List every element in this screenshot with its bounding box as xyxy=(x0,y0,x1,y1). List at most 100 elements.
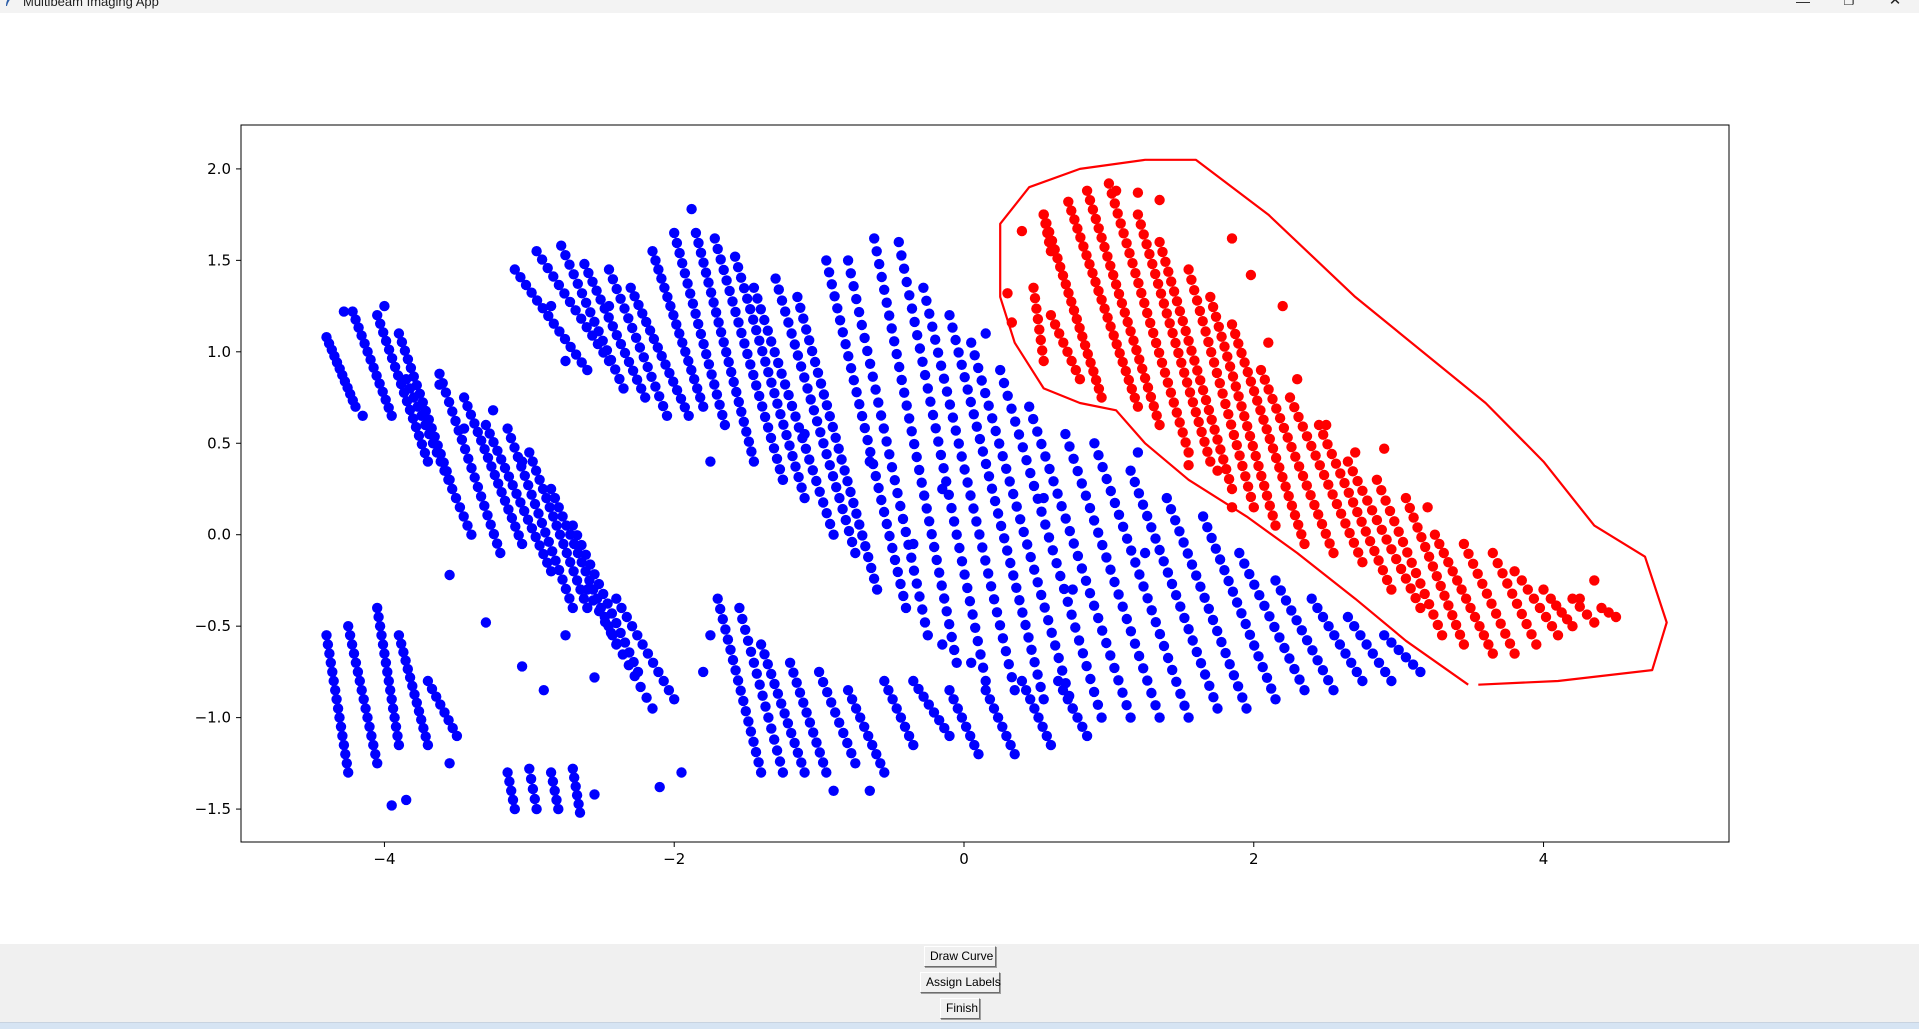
data-point-blue xyxy=(382,666,393,678)
data-point-blue xyxy=(935,449,947,461)
data-point-blue xyxy=(496,487,507,498)
data-point-blue xyxy=(908,565,920,576)
data-point-blue xyxy=(582,584,593,595)
data-point-blue xyxy=(1183,712,1194,723)
data-point-blue xyxy=(1113,675,1124,686)
data-point-blue xyxy=(776,295,788,306)
data-point-blue xyxy=(956,451,967,462)
data-point-blue xyxy=(595,294,606,305)
maximize-button[interactable]: ❐ xyxy=(1843,0,1855,8)
data-point-blue xyxy=(1197,511,1209,522)
data-point-blue xyxy=(871,749,882,760)
data-point-blue xyxy=(1002,545,1013,556)
data-point-blue xyxy=(925,396,936,407)
data-point-blue xyxy=(543,536,554,547)
data-point-red xyxy=(1127,258,1138,269)
data-point-blue xyxy=(472,481,484,493)
data-point-blue xyxy=(386,353,398,364)
data-point-blue xyxy=(553,564,565,576)
data-point-blue xyxy=(1212,625,1223,637)
data-point-blue xyxy=(812,367,824,378)
data-point-red xyxy=(1256,470,1267,482)
data-point-blue xyxy=(821,508,832,519)
data-point-blue xyxy=(842,737,853,749)
data-point-blue xyxy=(581,322,592,333)
data-point-blue xyxy=(1286,605,1297,616)
data-point-blue xyxy=(484,428,495,439)
data-point-blue xyxy=(962,582,973,594)
data-point-red xyxy=(1130,268,1141,279)
data-point-blue xyxy=(932,347,944,358)
data-point-blue xyxy=(356,330,367,341)
data-point-blue xyxy=(1028,480,1040,492)
data-point-blue xyxy=(947,322,958,333)
data-point-blue xyxy=(946,502,957,514)
data-point-red xyxy=(1299,538,1310,550)
data-point-blue xyxy=(738,416,749,427)
data-point-blue xyxy=(729,251,741,262)
data-point-red xyxy=(1131,344,1142,356)
data-point-blue xyxy=(830,707,841,718)
assign-labels-button[interactable]: Assign Labels xyxy=(920,972,1001,993)
data-point-red xyxy=(1134,354,1145,365)
finish-button[interactable]: Finish xyxy=(940,998,980,1019)
data-point-blue xyxy=(983,471,995,482)
data-point-blue xyxy=(1020,619,1031,631)
data-point-red xyxy=(1373,555,1384,566)
data-point-blue xyxy=(1025,551,1036,563)
data-point-blue xyxy=(447,406,458,417)
data-point-blue xyxy=(721,275,732,286)
data-point-blue xyxy=(895,712,907,723)
data-point-blue xyxy=(751,668,762,679)
data-point-blue xyxy=(354,675,365,687)
data-point-blue xyxy=(827,471,839,482)
data-point-blue xyxy=(1097,461,1108,473)
data-point-blue xyxy=(679,268,691,279)
data-point-blue xyxy=(873,397,884,408)
data-point-blue xyxy=(799,428,810,440)
draw-curve-button[interactable]: Draw Curve xyxy=(924,946,996,967)
data-point-red xyxy=(1203,404,1215,416)
data-point-red xyxy=(1497,568,1508,579)
data-point-blue xyxy=(956,556,968,567)
data-point-blue xyxy=(840,339,851,350)
data-point-blue xyxy=(975,649,986,660)
data-point-blue xyxy=(509,442,520,453)
data-point-red xyxy=(1423,551,1435,562)
data-point-blue xyxy=(938,463,949,474)
data-point-blue xyxy=(886,323,897,334)
data-point-blue xyxy=(444,569,455,581)
data-point-red xyxy=(1239,411,1250,422)
data-point-blue xyxy=(611,638,623,649)
minimize-button[interactable]: — xyxy=(1796,0,1810,9)
data-point-blue xyxy=(1244,568,1255,580)
data-point-red xyxy=(1078,241,1089,252)
data-point-blue xyxy=(560,355,571,367)
data-point-blue xyxy=(1349,621,1360,632)
data-point-red xyxy=(1432,619,1444,631)
data-point-blue xyxy=(447,722,458,734)
data-point-red xyxy=(1277,300,1288,312)
y-tick-label: 1.5 xyxy=(207,251,231,269)
close-button[interactable]: ✕ xyxy=(1888,0,1902,9)
data-point-blue xyxy=(1067,703,1078,714)
data-point-blue xyxy=(375,318,386,329)
data-point-blue xyxy=(1070,622,1081,633)
data-point-blue xyxy=(871,584,883,595)
data-point-blue xyxy=(714,399,725,410)
data-point-blue xyxy=(1055,570,1066,582)
data-point-blue xyxy=(1195,581,1206,592)
data-point-blue xyxy=(991,607,1003,618)
data-point-blue xyxy=(848,375,859,386)
data-point-blue xyxy=(557,574,568,585)
data-point-blue xyxy=(1166,578,1178,590)
scatter-plot[interactable]: −4 −2 0 2 4−1.5−1.0−0.50.00.51.01.52.0 xyxy=(0,13,1919,943)
data-point-blue xyxy=(722,634,734,645)
data-point-blue xyxy=(551,794,562,806)
data-point-red xyxy=(1292,374,1303,385)
data-point-blue xyxy=(948,516,960,527)
data-point-blue xyxy=(776,698,787,709)
data-point-blue xyxy=(783,389,794,401)
data-point-blue xyxy=(865,446,876,458)
data-point-blue xyxy=(751,325,762,336)
